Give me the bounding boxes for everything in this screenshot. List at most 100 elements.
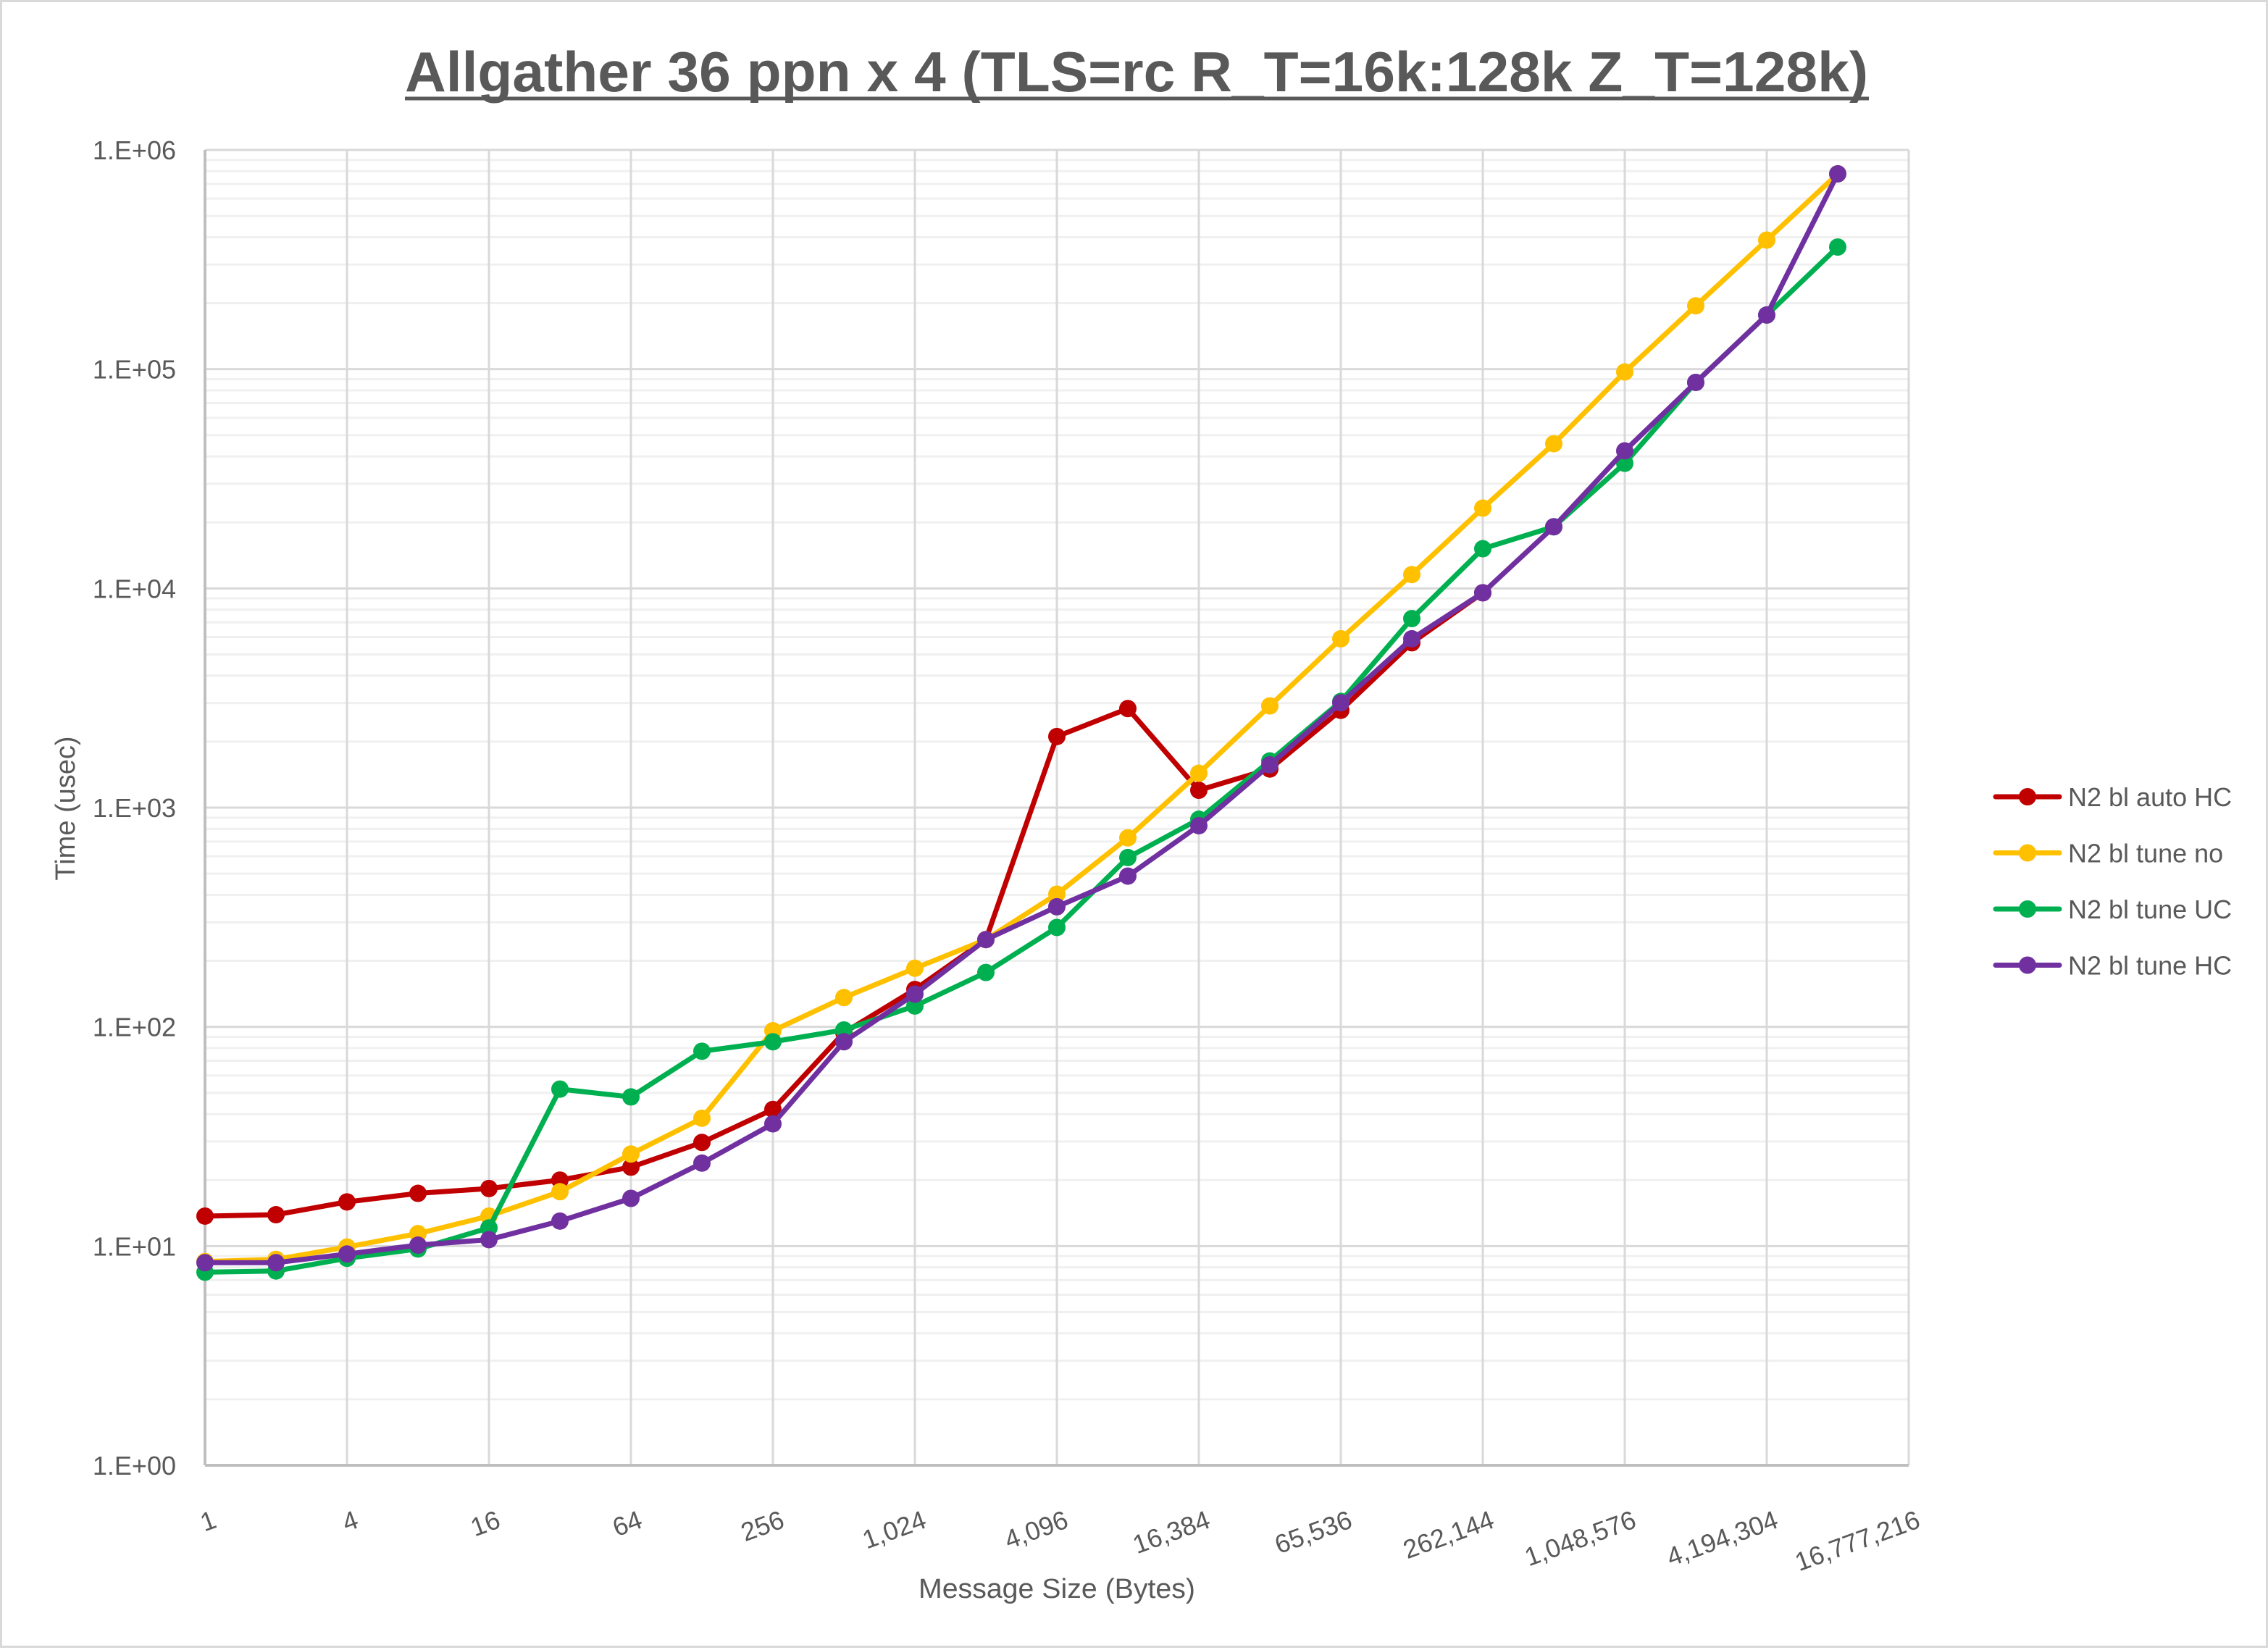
data-point-marker [551,1212,569,1230]
data-point-marker [338,1245,356,1263]
x-tick-label: 65,536 [1271,1504,1355,1559]
data-point-marker [764,1115,782,1133]
legend-label: N2 bl tune HC [2068,951,2232,981]
data-point-marker [1829,164,1846,183]
plot-axes [204,148,1909,1467]
legend-marker-icon [2019,900,2036,918]
series-layer [196,164,1846,1281]
legend-item: N2 bl tune HC [1993,951,2232,981]
y-tick-label: 1.E+02 [93,1013,176,1042]
data-point-marker [764,1100,782,1118]
y-tick-label: 1.E+04 [93,574,176,603]
x-tick-label: 262,144 [1399,1504,1497,1565]
data-point-marker [1119,848,1137,866]
x-tick-label: 1 [196,1504,220,1537]
data-point-marker [622,1145,640,1163]
chart-title: Allgather 36 ppn x 4 (TLS=rc R_T=16k:128… [405,40,1868,104]
data-point-marker [1474,540,1491,558]
data-point-marker [977,931,995,949]
data-point-marker [622,1158,640,1176]
data-point-marker [1545,518,1562,536]
data-point-marker [693,1154,711,1172]
series-line [205,172,1841,1265]
data-point-marker [1048,897,1066,916]
data-point-marker [551,1080,569,1098]
data-point-marker [1829,238,1846,256]
series-n2-bl-tune-no [196,164,1846,1270]
legend-marker-icon [2019,956,2036,974]
data-point-marker [1119,700,1137,718]
y-tick-label: 1.E+06 [93,135,176,165]
series-n2-bl-tune-hc [196,164,1846,1272]
legend-marker-icon [2019,844,2036,862]
data-point-marker [1758,231,1775,249]
x-tick-label: 16,777,216 [1791,1504,1923,1577]
data-point-marker [409,1184,427,1202]
data-point-marker [551,1183,569,1201]
x-tick-label: 16 [466,1504,504,1542]
major-gridlines [205,148,1910,1465]
data-point-marker [1403,610,1420,628]
data-point-marker [622,1088,640,1106]
x-tick-label: 1,048,576 [1520,1504,1640,1572]
data-point-marker [1048,918,1066,937]
data-point-marker [1332,694,1349,712]
data-point-marker [1403,566,1420,584]
data-point-marker [1048,727,1066,745]
data-point-marker [1190,782,1208,800]
data-point-marker [1616,363,1633,381]
data-point-marker [1474,584,1491,602]
data-point-marker [1261,756,1279,774]
y-axis-tick-labels: 1.E+00 1.E+01 1.E+02 1.E+03 1.E+04 1.E+05 1.E+… [93,135,176,1481]
y-tick-label: 1.E+05 [93,355,176,385]
data-point-marker [693,1134,711,1152]
data-point-marker [622,1189,640,1207]
legend-item: N2 bl tune no [1993,839,2223,868]
x-tick-label: 4,096 [1000,1504,1072,1554]
y-tick-label: 1.E+01 [93,1231,176,1261]
data-point-marker [1474,499,1491,517]
data-point-marker [1119,867,1137,885]
data-point-marker [196,1254,214,1272]
data-point-marker [1687,373,1704,391]
y-axis-title: Time (usec) [51,736,81,880]
x-axis-tick-labels: 1 4 16 64 256 1,024 4,096 16,384 65,536 262,144 1,… [196,1504,1924,1577]
data-point-marker [1758,306,1775,324]
y-tick-label: 1.E+03 [93,793,176,823]
data-point-marker [1048,885,1066,903]
data-point-marker [1545,435,1562,453]
x-tick-label: 4 [338,1504,362,1537]
data-point-marker [1616,442,1633,460]
legend-label: N2 bl tune UC [2068,895,2232,924]
data-point-marker [1119,829,1137,847]
legend-item: N2 bl auto HC [1993,782,2232,812]
data-point-marker [764,1033,782,1051]
data-point-marker [1190,764,1208,782]
series-line [204,172,1840,1265]
data-point-marker [977,963,995,981]
legend-marker-icon [2019,788,2036,805]
y-tick-label: 1.E+00 [93,1451,176,1481]
data-point-marker [1261,697,1279,715]
data-point-marker [1687,297,1704,315]
data-point-marker [1332,629,1349,648]
data-point-marker [338,1193,356,1211]
x-axis-title: Message Size (Bytes) [919,1574,1195,1604]
data-point-marker [693,1042,711,1060]
data-point-marker [906,959,924,977]
data-point-marker [835,1033,853,1051]
legend-item: N2 bl tune UC [1993,895,2232,924]
data-point-marker [693,1109,711,1127]
data-point-marker [196,1207,214,1225]
data-point-marker [409,1236,427,1255]
data-point-marker [1190,816,1208,834]
x-tick-label: 4,194,304 [1662,1504,1782,1572]
x-tick-label: 1,024 [858,1504,930,1554]
data-point-marker [1403,629,1420,648]
data-point-marker [267,1206,285,1224]
x-tick-label: 64 [608,1504,646,1542]
data-point-marker [835,989,853,1007]
x-tick-label: 256 [737,1504,787,1547]
legend: N2 bl auto HC N2 bl tune no N2 bl tune UC N… [1993,782,2232,981]
